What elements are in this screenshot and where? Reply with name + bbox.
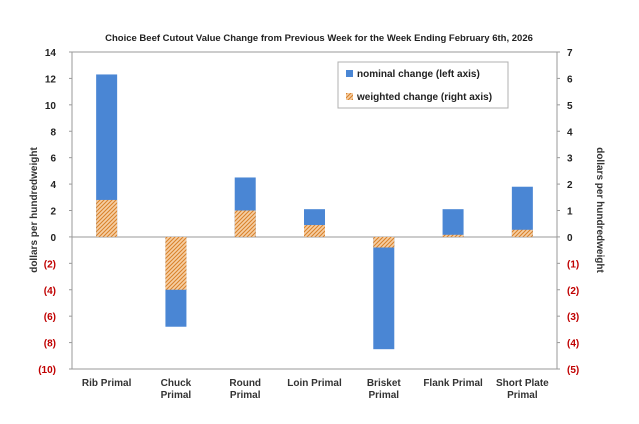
category-label: Round Primal [229,378,261,401]
left-tick-label: (8) [44,339,56,350]
legend-swatch-nominal [346,70,353,77]
bar-weighted [511,229,533,237]
bar-nominal [96,74,118,237]
legend-box [337,61,509,109]
right-tick-label: 7 [567,48,573,59]
legend-label-weighted: weighted change (right axis) [356,92,492,103]
left-axis: 14 12 10 8 6 4 2 0 (2) (4) (6) (8) (10) [38,48,72,376]
category-label: Flank Primal [423,378,483,389]
bar-weighted [304,225,325,237]
right-axis: 7 6 5 4 3 2 1 0 (1) (2) (3) (4) (5) [557,48,579,376]
category-label: Rib Primal [82,378,132,389]
right-tick-label: (1) [567,259,579,270]
bars [96,74,533,350]
bar-weighted [442,234,464,237]
bar-weighted [373,236,395,248]
right-tick-label: 5 [567,101,573,112]
right-tick-label: 4 [567,127,573,138]
bar-nominal [511,186,533,237]
left-tick-label: 12 [45,74,57,85]
category-labels: Rib Primal Chuck Primal Round Primal Loin Pri… [82,378,549,401]
category-label: Loin Primal [287,378,342,389]
right-tick-label: (2) [567,286,579,297]
left-tick-label: (2) [44,259,56,270]
right-tick-label: 1 [567,207,573,218]
chart-title: Choice Beef Cutout Value Change from Pre… [105,33,533,44]
left-tick-label: 6 [50,154,56,165]
left-tick-label: (10) [38,365,56,376]
left-tick-label: 10 [45,101,57,112]
category-label: Chuck Primal [161,378,192,401]
left-tick-label: 2 [50,207,56,218]
right-tick-label: 3 [567,154,573,165]
category-label: Brisket Primal [367,378,402,401]
left-tick-label: 8 [50,127,56,138]
left-tick-label: 0 [50,233,56,244]
left-axis-label: dollars per hundredweight [29,147,40,273]
left-tick-label: 4 [50,180,56,191]
right-tick-label: 0 [567,233,573,244]
right-axis-label: dollars per hundredweight [594,147,605,273]
right-tick-label: (5) [567,365,579,376]
legend-swatch-weighted [346,93,353,100]
left-tick-label: (6) [44,312,56,323]
right-tick-label: 2 [567,180,573,191]
category-label: Short Plate Primal [496,378,549,401]
left-tick-label: 14 [45,48,57,59]
right-tick-label: (4) [567,339,579,350]
legend-label-nominal: nominal change (left axis) [357,69,480,80]
bar-nominal [442,209,464,237]
left-tick-label: (4) [44,286,56,297]
bar-weighted [234,210,256,237]
bar-nominal [373,236,395,350]
bar-weighted [96,199,118,237]
bar-weighted [165,236,187,290]
legend: nominal change (left axis) weighted chan… [337,61,509,109]
right-tick-label: (3) [567,312,579,323]
right-tick-label: 6 [567,74,573,85]
